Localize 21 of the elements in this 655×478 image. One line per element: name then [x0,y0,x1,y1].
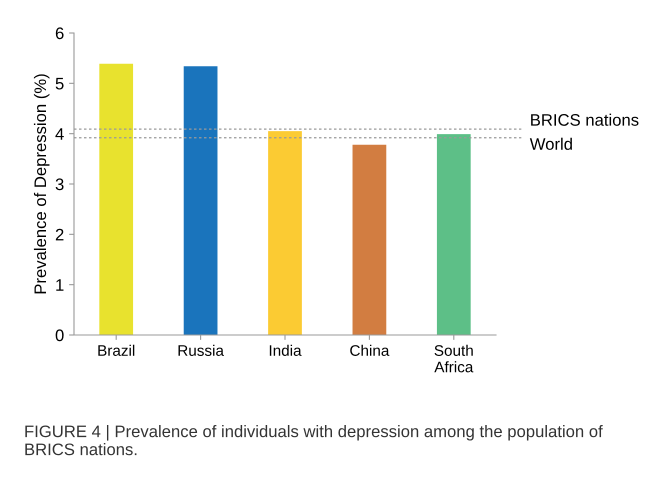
y-tick-label: 5 [56,78,64,90]
x-tick-label: Brazil [98,344,134,356]
y-tick-label: 1 [56,279,64,291]
x-tick-label: China [350,344,390,356]
bar [268,131,302,335]
bar [436,134,471,335]
ref-line-label: BRICS nations [531,114,638,126]
y-tick-label: 2 [56,228,64,240]
caption: FIGURE 4 | Prevalence of individuals with depression among the population of BRICS nations. [25,425,603,456]
x-tick-label: Russia [178,344,224,356]
y-tick-label: 4 [55,128,64,140]
bar [99,64,134,335]
y-tick-label: 0 [56,329,64,342]
y-tick-label: 6 [56,27,64,40]
y-axis-title: Prevalence of Depression (%) [34,74,50,294]
bar [352,144,386,335]
bar [184,66,218,335]
x-tick-label: South Africa [434,344,474,372]
x-tick-label: India [270,344,302,356]
ref-line-label: World [530,138,572,150]
y-tick-label: 3 [56,178,64,190]
